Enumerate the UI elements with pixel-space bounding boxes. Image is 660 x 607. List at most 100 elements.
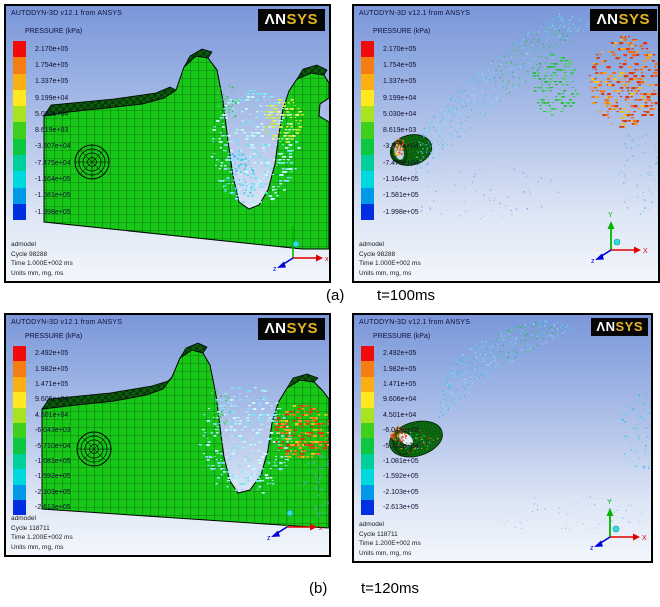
particle <box>543 43 545 45</box>
legend-value: 1.471e+05 <box>35 380 69 388</box>
particle <box>627 136 629 138</box>
legend-value: 5.030e+04 <box>35 110 69 118</box>
particle <box>318 513 320 515</box>
particle <box>466 358 468 361</box>
particle <box>296 417 299 419</box>
particle <box>223 414 227 416</box>
legend-swatch <box>361 89 374 107</box>
particle <box>430 120 432 122</box>
particle <box>249 156 252 158</box>
particle <box>418 163 420 165</box>
viewport-b-left: x z AUTODYN-3D v12.1 from ANSYS ΛNSYS PR… <box>4 313 331 557</box>
particle <box>452 372 454 374</box>
particle <box>519 522 521 524</box>
particle <box>549 52 551 54</box>
legend-title: PRESSURE (kPa) <box>25 28 83 35</box>
particle <box>630 51 635 54</box>
particle <box>536 57 538 59</box>
particle <box>226 182 228 184</box>
particle <box>505 331 507 333</box>
particle <box>461 362 463 364</box>
particle <box>442 408 444 410</box>
particle <box>454 129 456 131</box>
particle <box>554 99 558 101</box>
particle <box>499 365 501 367</box>
particle <box>270 420 274 422</box>
particle <box>238 387 242 389</box>
particle <box>424 444 426 446</box>
particle <box>272 120 275 122</box>
particle <box>241 123 245 125</box>
particle <box>409 443 411 445</box>
particle <box>606 114 609 116</box>
particle <box>277 162 280 164</box>
particle <box>244 181 247 183</box>
particle <box>486 372 488 374</box>
particle <box>226 108 229 111</box>
particle <box>425 144 427 146</box>
particle <box>283 438 286 440</box>
particle <box>404 432 406 434</box>
particle <box>221 98 223 101</box>
particle <box>644 200 646 202</box>
legend-swatch <box>361 407 374 423</box>
particle <box>298 111 301 113</box>
particle <box>236 198 239 201</box>
particle <box>602 72 607 75</box>
particle <box>238 99 242 101</box>
particle <box>253 174 256 176</box>
particle <box>489 507 490 509</box>
particle <box>428 171 430 173</box>
particle <box>563 105 567 107</box>
caption-a-index: (a) <box>326 287 345 304</box>
particle <box>451 143 453 146</box>
particle <box>601 93 605 95</box>
particle <box>282 441 285 443</box>
particle <box>392 437 394 439</box>
legend-swatch <box>13 106 26 123</box>
particle <box>231 102 233 104</box>
particle <box>537 329 539 331</box>
particle <box>294 450 297 452</box>
particle <box>216 426 219 428</box>
particle <box>254 387 257 389</box>
particle <box>266 132 270 134</box>
particle <box>248 90 251 92</box>
legend-row: 4.501e+04 <box>361 407 430 423</box>
particle <box>521 53 523 55</box>
logo-sys: SYS <box>618 11 650 28</box>
particle <box>308 411 313 414</box>
particle <box>220 474 223 476</box>
particle <box>474 372 477 374</box>
particle <box>258 480 262 482</box>
particle <box>231 168 234 169</box>
particle <box>253 453 256 454</box>
particle <box>301 456 305 458</box>
x-arrowhead <box>633 533 640 541</box>
particle <box>199 444 203 446</box>
particle <box>483 101 485 103</box>
particle <box>626 207 628 209</box>
particle <box>293 105 296 106</box>
particle <box>238 166 241 169</box>
particle <box>397 148 399 150</box>
particle <box>502 339 504 341</box>
particle <box>512 43 514 45</box>
particle <box>408 429 410 431</box>
particle <box>448 384 450 386</box>
particle <box>414 195 416 196</box>
particle <box>492 360 494 362</box>
particle <box>458 89 461 91</box>
particle <box>531 322 533 324</box>
particle <box>472 382 474 384</box>
particle <box>274 102 278 104</box>
particle <box>447 108 449 110</box>
particle <box>627 42 630 44</box>
legend-value: -2.103e+05 <box>383 488 419 496</box>
particle <box>473 358 475 360</box>
particle <box>285 129 288 131</box>
particle <box>629 135 631 137</box>
particle <box>539 324 541 326</box>
particle <box>274 114 277 115</box>
particle <box>559 60 563 62</box>
